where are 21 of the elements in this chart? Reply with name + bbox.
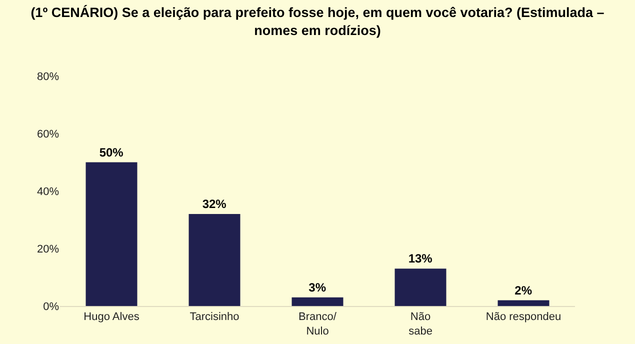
- bar: [86, 162, 138, 306]
- y-tick-label: 0%: [43, 300, 60, 313]
- x-tick-label: Branco/ Nulo: [298, 311, 338, 338]
- bar: [394, 268, 446, 306]
- data-label: 2%: [514, 283, 532, 298]
- x-tick-label: Tarcisinho: [190, 311, 240, 324]
- x-tick-label: Não respondeu: [486, 311, 562, 324]
- data-label: 3%: [308, 280, 326, 294]
- y-tick-label: 20%: [36, 243, 60, 256]
- data-label: 32%: [202, 197, 227, 211]
- data-label: 50%: [99, 145, 124, 160]
- y-tick-label: 40%: [36, 186, 60, 198]
- bar: [498, 300, 550, 306]
- bar: [292, 297, 344, 306]
- x-tick-label: Hugo Alves: [84, 311, 140, 324]
- y-tick-label: 80%: [36, 70, 60, 83]
- x-tick-label: Não sabe: [408, 311, 432, 338]
- chart-title: (1º CENÁRIO) Se a eleição para prefeito fosse hoje, em quem você votaria? (Estimulada – nomes em rodízios): [30, 5, 605, 38]
- data-label: 13%: [408, 252, 433, 266]
- y-tick-label: 60%: [36, 128, 60, 140]
- bar: [188, 214, 240, 306]
